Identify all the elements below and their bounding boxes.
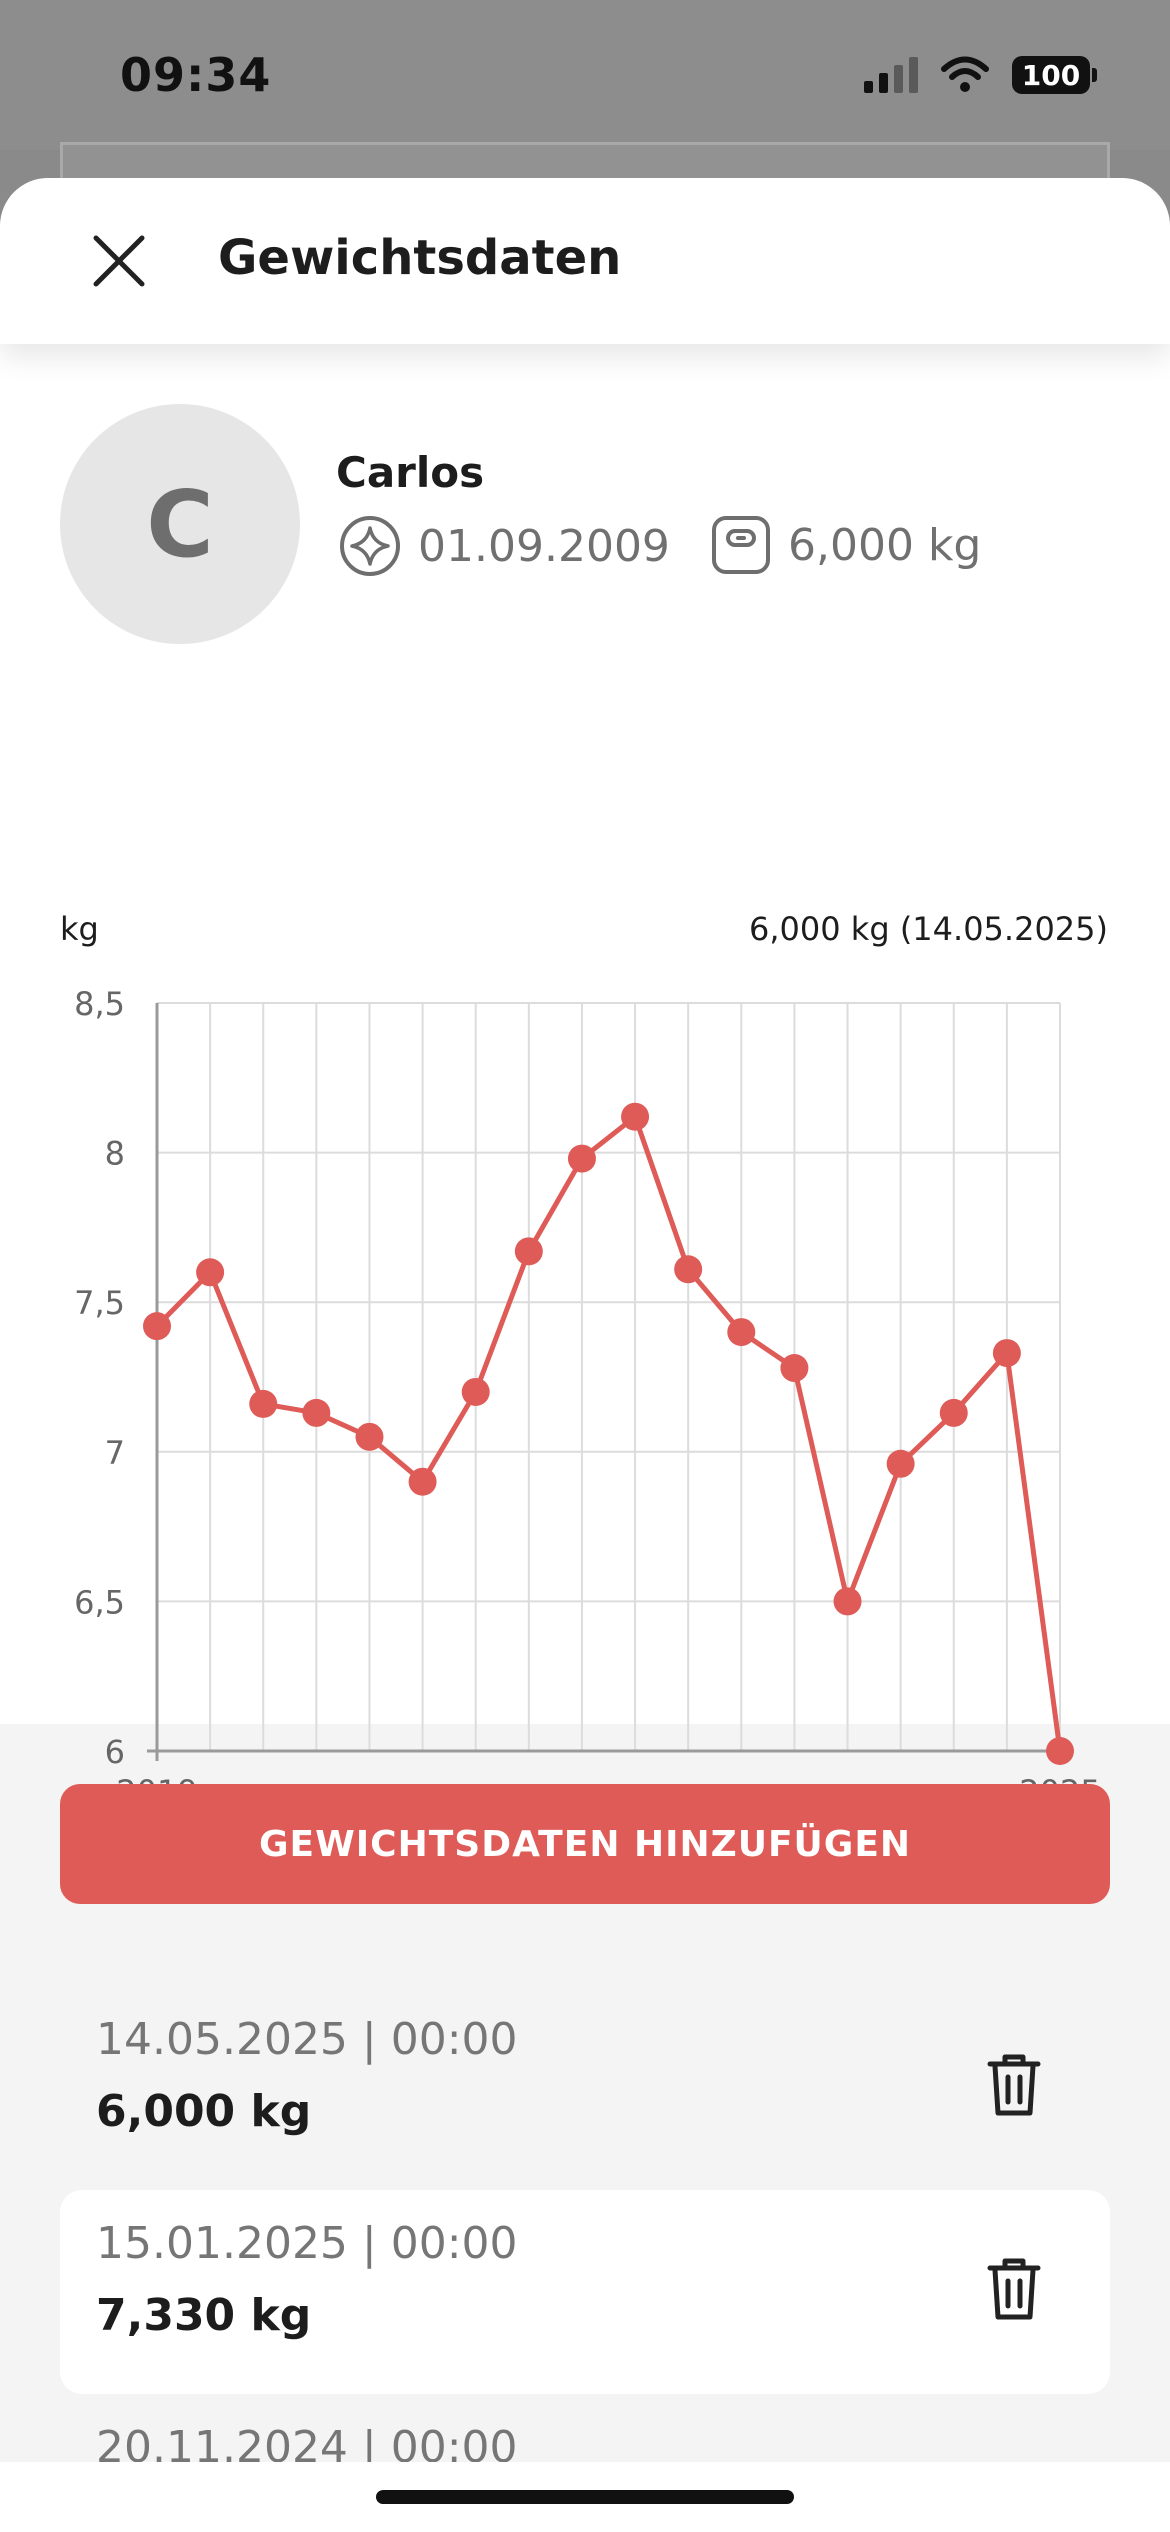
sparkle-icon [340,516,400,576]
data-point [143,1312,171,1341]
data-point [674,1255,703,1284]
data-point [886,1449,915,1478]
y-tick-label: 8 [105,1135,125,1173]
page-title: Gewichtsdaten [218,230,622,286]
data-point [1046,1737,1074,1765]
wifi-icon [941,56,989,92]
data-point [514,1237,543,1266]
latest-weight-label: 6,000 kg (14.05.2025) [749,910,1108,948]
current-weight-info: 6,000 kg [710,514,981,576]
series-line [155,1114,1063,1752]
y-tick-label: 6,5 [74,1583,125,1621]
status-bar: 09:34 100 [0,0,1170,150]
y-tick-label: 7,5 [74,1284,125,1322]
data-point [461,1377,490,1406]
entry-weight: 7,330 kg [96,2290,312,2341]
home-indicator [376,2490,794,2504]
data-point [621,1102,650,1131]
pet-name: Carlos [336,448,485,497]
cellular-signal-icon [864,57,918,93]
data-point [355,1422,384,1451]
data-point [408,1467,437,1496]
background-card [60,142,1110,182]
y-tick-label: 8,5 [74,985,125,1023]
data-point [780,1354,809,1383]
trash-icon[interactable] [982,2050,1046,2120]
data-point [567,1144,596,1173]
current-weight-value: 6,000 kg [788,519,982,571]
weight-entry[interactable]: 14.05.2025 | 00:00 6,000 kg [60,1986,1110,2190]
status-time: 09:34 [120,48,272,102]
data-point [196,1258,225,1287]
weight-data-sheet: Gewichtsdaten C Carlos 01.09.2009 6,000 … [0,178,1170,2532]
status-icons: 100 [864,56,1097,94]
sheet-header: Gewichtsdaten [0,178,1170,344]
y-tick-label: 6 [105,1733,125,1771]
battery-icon: 100 [1012,56,1097,94]
entry-date: 14.05.2025 | 00:00 [96,2014,518,2065]
data-point [727,1318,756,1347]
data-point [939,1398,968,1427]
avatar: C [60,404,300,644]
birthdate-value: 01.09.2009 [418,520,670,572]
weight-entry[interactable]: 15.01.2025 | 00:00 7,330 kg [60,2190,1110,2394]
data-point [992,1339,1021,1368]
data-point [249,1389,278,1418]
entry-weight: 6,000 kg [96,2086,312,2137]
add-weight-data-button[interactable]: GEWICHTSDATEN HINZUFÜGEN [60,1784,1110,1904]
y-tick-label: 7 [105,1434,125,1472]
data-point [833,1587,862,1616]
trash-icon[interactable] [982,2254,1046,2324]
entry-date: 15.01.2025 | 00:00 [96,2218,518,2269]
birthdate-info: 01.09.2009 [338,514,670,578]
close-icon[interactable] [86,228,152,294]
y-axis-label: kg [60,910,99,948]
data-point [302,1398,331,1427]
scale-icon [712,516,770,574]
